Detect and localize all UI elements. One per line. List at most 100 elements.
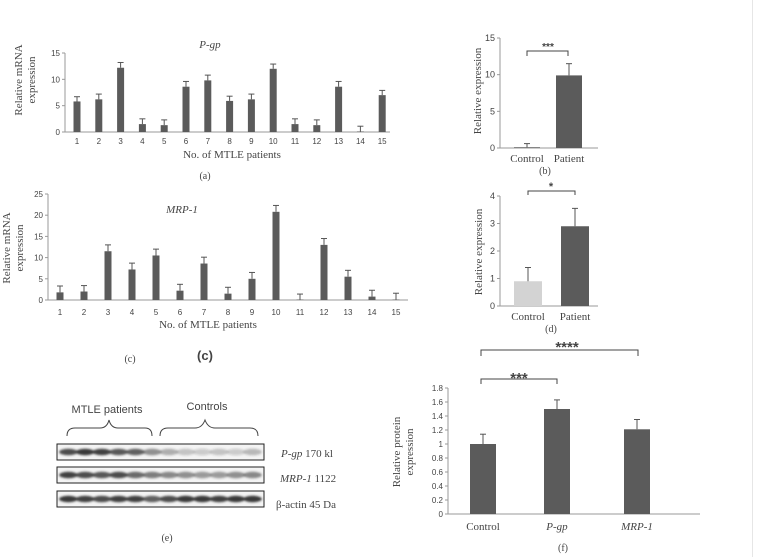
panel-a-label: (a) bbox=[199, 171, 210, 182]
panel-f-ylabel-line1: Relative protein bbox=[391, 416, 403, 487]
panel-d-label: (d) bbox=[545, 324, 557, 335]
panel-c-xtick-label: 15 bbox=[392, 308, 401, 317]
blot-band bbox=[126, 495, 145, 503]
panel-c-ylabel-line1: Relative mRNA bbox=[1, 212, 13, 283]
page-edge-rule bbox=[752, 0, 753, 557]
panel-c-xtick-label: 7 bbox=[202, 308, 207, 317]
blot-band bbox=[243, 471, 262, 479]
panel-f-ytick: 1.4 bbox=[432, 412, 444, 421]
blot-row-label-pgp: P-gp 170 kl bbox=[280, 448, 333, 460]
blot-row-size-actin: 45 Da bbox=[309, 499, 336, 511]
panel-b-xtick-label: Control bbox=[510, 153, 544, 165]
blot-band bbox=[92, 448, 112, 456]
panel-c-xtick-label: 1 bbox=[58, 308, 63, 317]
panel-a-bar bbox=[117, 67, 125, 132]
panel-c-mrp1-chart: MRP-1 Relative mRNA expression 051015202… bbox=[1, 190, 408, 365]
panel-b-xtick-label: Patient bbox=[554, 153, 585, 165]
panel-a-bar bbox=[182, 86, 190, 132]
panel-a-ytick: 5 bbox=[56, 102, 61, 111]
panel-d-bar bbox=[561, 226, 589, 306]
panel-a-xtick-label: 1 bbox=[75, 137, 80, 146]
panel-b-significance-bracket bbox=[526, 50, 569, 56]
panel-a-xtick-label: 8 bbox=[227, 137, 232, 146]
panel-f-ytick: 0.6 bbox=[432, 468, 444, 477]
panel-c-xtick-label: 10 bbox=[272, 308, 281, 317]
panel-f-xtick-label: Control bbox=[466, 521, 500, 533]
panel-a-xtick-label: 11 bbox=[291, 137, 300, 146]
panel-b-bar bbox=[556, 75, 582, 148]
panel-a-bar bbox=[73, 101, 81, 132]
blot-band bbox=[92, 471, 112, 479]
blot-row-label-actin: β-actin 45 Da bbox=[276, 499, 336, 511]
panel-c-bar bbox=[104, 251, 112, 300]
blot-group-left-label: MTLE patients bbox=[72, 404, 143, 416]
panel-d-ytick: 2 bbox=[490, 246, 495, 256]
panel-f-protein-chart: **** *** Relative protein expression 0 0.… bbox=[391, 339, 700, 554]
blot-band bbox=[142, 471, 162, 479]
panel-c-bar bbox=[224, 293, 232, 300]
panel-a-bar bbox=[269, 68, 277, 132]
panel-f-significance-short: *** bbox=[510, 370, 528, 387]
panel-c-ytick: 0 bbox=[39, 296, 44, 305]
panel-c-bar bbox=[152, 255, 160, 300]
panel-a-xtick-label: 2 bbox=[97, 137, 102, 146]
panel-a-ylabel: Relative mRNA expression bbox=[13, 44, 38, 115]
panel-c-bar bbox=[248, 278, 256, 300]
panel-c-xtick-label: 13 bbox=[344, 308, 353, 317]
blot-bracket-right bbox=[159, 418, 259, 437]
panel-b-ylabel-wrap: Relative expression bbox=[472, 47, 484, 134]
panel-b-ytick: 5 bbox=[490, 106, 495, 116]
blot-band bbox=[243, 448, 262, 456]
blot-band bbox=[126, 448, 145, 456]
panel-a-xtick-label: 15 bbox=[378, 137, 387, 146]
panel-c-label-bold: (c) bbox=[197, 348, 213, 363]
panel-c-ytick: 5 bbox=[39, 275, 44, 284]
panel-c-xtick-label: 2 bbox=[82, 308, 87, 317]
blot-band bbox=[126, 471, 145, 479]
panel-c-bar bbox=[176, 290, 184, 300]
panel-d-ytick: 3 bbox=[490, 219, 495, 229]
panel-a-bar bbox=[226, 100, 234, 132]
panel-b-significance: *** bbox=[542, 42, 554, 53]
panel-c-xtick-label: 4 bbox=[130, 308, 135, 317]
panel-f-xtick-label: P-gp bbox=[545, 521, 568, 533]
panel-f-ytick: 1.8 bbox=[432, 384, 444, 393]
blot-band bbox=[159, 495, 179, 503]
panel-c-xtick-label: 11 bbox=[296, 308, 305, 317]
blot-row-label-mrp1: MRP-1 1122 bbox=[279, 473, 336, 485]
blot-bracket-left bbox=[66, 419, 153, 437]
panel-a-bar bbox=[160, 125, 168, 132]
panel-d-ytick: 0 bbox=[490, 301, 495, 311]
panel-f-ylabel-line2: expression bbox=[404, 428, 416, 476]
panel-f-significance-bracket-short bbox=[480, 378, 558, 384]
panel-c-xtick-label: 9 bbox=[250, 308, 255, 317]
panel-f-ytick: 1 bbox=[439, 440, 444, 449]
blot-row-gene-pgp: P-gp bbox=[280, 448, 303, 460]
panel-f-significance-long: **** bbox=[555, 339, 579, 356]
panel-b-ylabel: Relative expression bbox=[472, 47, 484, 134]
panel-a-xlabel: No. of MTLE patients bbox=[183, 149, 281, 161]
panel-a-bar bbox=[291, 124, 299, 132]
blot-band bbox=[209, 495, 229, 503]
panel-a-bar bbox=[356, 131, 364, 132]
panel-d-ylabel-wrap: Relative expression bbox=[473, 208, 485, 295]
blot-band bbox=[176, 471, 195, 479]
blot-band bbox=[59, 495, 78, 503]
blot-band bbox=[176, 448, 195, 456]
blot-band bbox=[75, 448, 95, 456]
blot-band bbox=[109, 448, 128, 456]
panel-a-bar bbox=[335, 86, 343, 132]
panel-c-xtick-label: 12 bbox=[320, 308, 329, 317]
panel-c-title: MRP-1 bbox=[165, 204, 198, 216]
blot-band bbox=[109, 471, 128, 479]
panel-b-bar bbox=[514, 147, 540, 148]
panel-d-significance: * bbox=[549, 181, 554, 193]
blot-band bbox=[243, 495, 262, 503]
panel-c-ytick: 15 bbox=[34, 232, 43, 241]
blot-row-gene-mrp1: MRP-1 bbox=[279, 473, 312, 485]
blot-band bbox=[159, 448, 179, 456]
panel-d-bar bbox=[514, 281, 542, 306]
panel-c-xlabel: No. of MTLE patients bbox=[159, 319, 257, 331]
panel-a-ytick: 10 bbox=[51, 75, 60, 84]
panel-d-significance-bracket bbox=[527, 190, 576, 195]
